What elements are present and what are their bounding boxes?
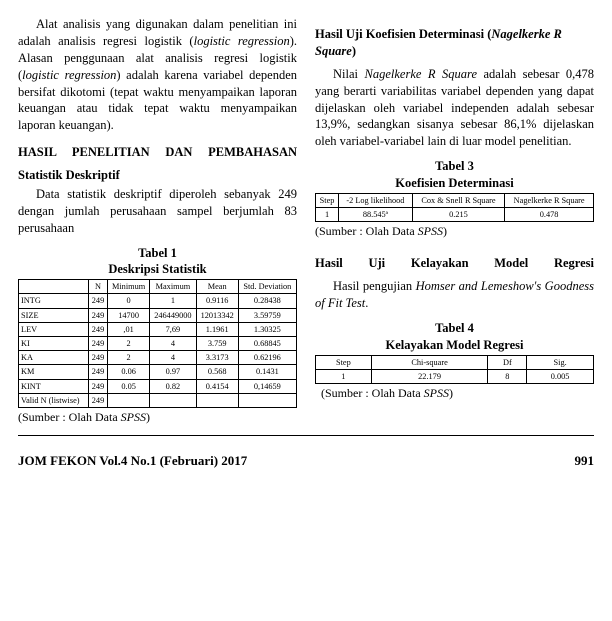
- table-koefisien-determinasi: Step -2 Log likelihood Cox & Snell R Squ…: [315, 193, 594, 222]
- table-row: KA249243.31730.62196: [19, 351, 297, 365]
- table-row: INTG249010.91160.28438: [19, 294, 297, 308]
- table-row: SIZE24914700246449000120133423.59759: [19, 308, 297, 322]
- table1-title: Tabel 1 Deskripsi Statistik: [18, 245, 297, 279]
- table-row: KI249243.7590.68845: [19, 337, 297, 351]
- table3-source: (Sumber : Olah Data SPSS): [315, 223, 594, 239]
- table-row: 1 22.179 8 0.005: [316, 370, 594, 384]
- footer-left: JOM FEKON Vol.4 No.1 (Februari) 2017: [18, 452, 247, 470]
- table-kelayakan-model: Step Chi-square Df Sig. 1 22.179 8 0.005: [315, 355, 594, 384]
- table-header-row: Step Chi-square Df Sig.: [316, 355, 594, 369]
- left-para-1: Alat analisis yang digunakan dalam penel…: [18, 16, 297, 134]
- table1-source: (Sumber : Olah Data SPSS): [18, 409, 297, 425]
- heading-koef-determinasi: Hasil Uji Koefisien Determinasi (Nagelke…: [315, 26, 594, 60]
- table-deskripsi-statistik: N Minimum Maximum Mean Std. Deviation IN…: [18, 279, 297, 408]
- table-header-row: Step -2 Log likelihood Cox & Snell R Squ…: [316, 193, 594, 207]
- subhead-statistik-deskriptif: Statistik Deskriptif: [18, 167, 297, 184]
- table-row: KINT2490.050.820.41540,14659: [19, 379, 297, 393]
- table3-title: Tabel 3 Koefisien Determinasi: [315, 158, 594, 192]
- table4-title: Tabel 4 Kelayakan Model Regresi: [315, 320, 594, 354]
- table4-source: (Sumber : Olah Data SPSS): [315, 385, 594, 401]
- table-row: LEV249,017,691.19611.30325: [19, 322, 297, 336]
- right-para-1: Nilai Nagelkerke R Square adalah sebesar…: [315, 66, 594, 150]
- table-row: KM2490.060.970.5680.1431: [19, 365, 297, 379]
- right-para-2: Hasil pengujian Homser and Lemeshow's Go…: [315, 278, 594, 312]
- footer-page-number: 991: [575, 452, 595, 470]
- left-para-2: Data statistik deskriptif diperoleh seba…: [18, 186, 297, 237]
- table1-body: INTG249010.91160.28438SIZE24914700246449…: [19, 294, 297, 408]
- heading-kelayakan-model: Hasil Uji Kelayakan Model Regresi: [315, 255, 594, 272]
- table-header-row: N Minimum Maximum Mean Std. Deviation: [19, 280, 297, 294]
- heading-hasil-penelitian: HASIL PENELITIAN DAN PEMBAHASAN: [18, 144, 297, 161]
- table-row: Valid N (listwise)249: [19, 393, 297, 407]
- table-row: 1 88.545ª 0.215 0.478: [316, 208, 594, 222]
